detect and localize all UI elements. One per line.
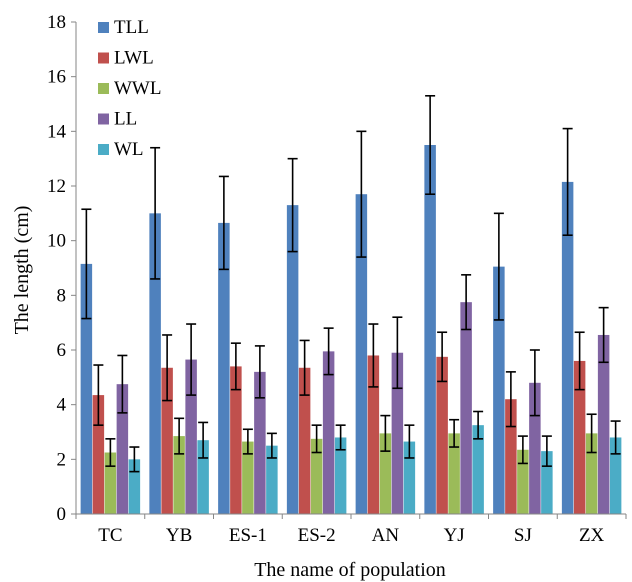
legend-label-ll: LL (114, 109, 137, 130)
bar-wl (197, 440, 209, 514)
x-tick-label: SJ (514, 525, 532, 546)
y-tick-label: 10 (47, 231, 66, 252)
bar-wwl (379, 433, 392, 514)
bar-wl (403, 441, 416, 514)
bar-tll (493, 266, 505, 514)
y-tick-label: 18 (47, 12, 66, 33)
x-tick-label: YB (166, 525, 192, 546)
bar-lwl (298, 367, 311, 514)
x-axis-title: The name of population (254, 559, 446, 581)
legend-swatch-tll (98, 22, 109, 33)
bar-ll (322, 351, 335, 514)
bar-lwl (92, 395, 105, 514)
x-tick-label: TC (98, 525, 122, 546)
legend-swatch-lwl (98, 52, 109, 64)
axes-layer: 0 2 4 6 8 10 12 14 16 18 TC YB ES-1 ES-2 AN YJ SJ ZX (47, 12, 627, 546)
bar-lwl (573, 360, 586, 514)
bar-tll (355, 194, 368, 514)
bar-tll (149, 213, 161, 515)
bar-lwl (436, 356, 448, 514)
bar-wwl (242, 441, 254, 514)
bars-layer (80, 145, 622, 515)
bar-lwl (161, 367, 173, 514)
bar-wl (609, 437, 622, 514)
legend-label-tll: TLL (114, 17, 149, 38)
bar-ll (529, 382, 541, 514)
bar-ll (116, 384, 129, 514)
bar-ll (460, 302, 472, 514)
bar-wl (472, 425, 484, 514)
bar-wwl (104, 452, 117, 514)
bar-lwl (367, 355, 380, 514)
bar-tll (561, 181, 574, 514)
y-tick-label: 8 (57, 285, 67, 306)
bar-tll (286, 205, 299, 514)
error-bars-layer (81, 95, 621, 473)
bar-wwl (517, 449, 529, 514)
bar-wwl (310, 438, 323, 514)
bar-wl (266, 445, 278, 514)
x-tick-label: YJ (444, 525, 465, 546)
bar-lwl (230, 366, 242, 514)
bar-wwl (173, 436, 185, 514)
y-tick-label: 2 (57, 449, 67, 470)
bar-wwl (585, 433, 598, 514)
bar-tll (218, 222, 230, 514)
bar-ll (391, 352, 404, 514)
y-tick-label: 14 (47, 121, 67, 142)
y-tick-label: 6 (57, 340, 67, 361)
x-tick-label: AN (372, 525, 400, 546)
x-tick-label: ES-1 (229, 525, 267, 546)
legend-label-wl: WL (114, 139, 144, 160)
x-tick-label: ES-2 (298, 525, 336, 546)
bar-lwl (505, 399, 517, 514)
bar-ll (185, 359, 197, 514)
bar-ll (254, 371, 266, 514)
legend: TLL LWL WWL LL WL (98, 17, 161, 160)
y-tick-label: 0 (57, 504, 67, 525)
bar-ll (597, 334, 610, 514)
bar-tll (80, 263, 93, 514)
legend-swatch-wl (98, 144, 109, 155)
bar-wl (334, 437, 347, 514)
bar-wwl (448, 433, 460, 514)
bar-wl (128, 459, 141, 514)
y-axis-title: The length (cm) (11, 206, 33, 335)
bar-tll (424, 145, 436, 514)
bar-wl (541, 451, 553, 514)
legend-label-lwl: LWL (114, 48, 154, 69)
y-tick-label: 16 (47, 67, 66, 88)
legend-swatch-ll (98, 113, 109, 125)
legend-label-wwl: WWL (114, 78, 161, 99)
y-tick-label: 4 (57, 395, 67, 416)
legend-swatch-wwl (98, 83, 109, 94)
x-tick-label: ZX (579, 525, 605, 546)
y-tick-label: 12 (47, 176, 66, 197)
